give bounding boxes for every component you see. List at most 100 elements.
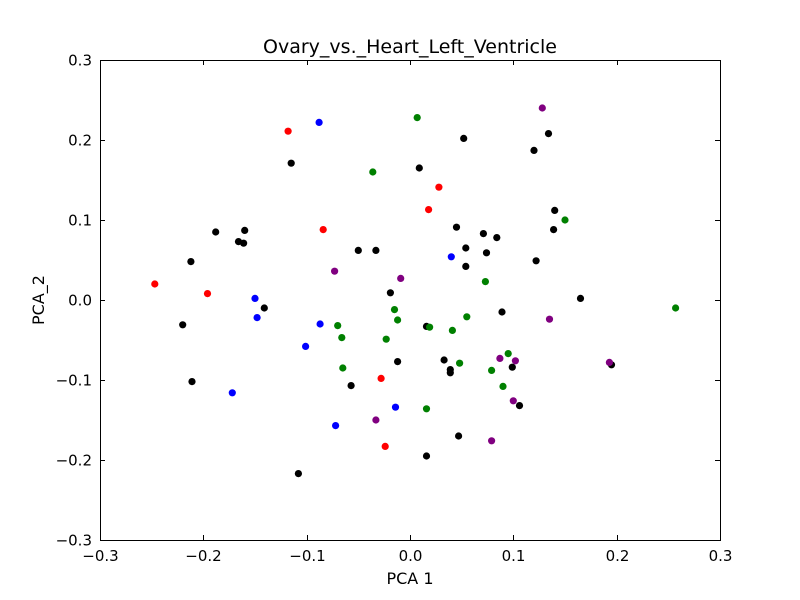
data-point [509, 397, 517, 405]
data-point [422, 405, 431, 413]
data-point [515, 402, 524, 410]
data-point [315, 118, 323, 126]
data-point [287, 159, 295, 167]
data-point [347, 382, 355, 390]
data-point [530, 146, 538, 154]
y-tick-label: −0.2 [56, 452, 92, 470]
data-point [302, 342, 310, 350]
data-point [212, 228, 220, 236]
data-point [488, 366, 496, 374]
data-point [386, 289, 394, 297]
x-tick-label: −0.1 [289, 547, 325, 565]
data-point [576, 294, 585, 302]
chart-title: Ovary_vs._Heart_Left_Ventricle [263, 36, 557, 58]
data-point [284, 127, 292, 135]
data-point [463, 313, 471, 321]
data-point [462, 244, 470, 252]
data-point [511, 357, 519, 365]
data-point [481, 278, 489, 286]
data-points [151, 104, 680, 478]
data-point [446, 369, 454, 377]
data-point [151, 280, 159, 288]
y-tick-label: 0.0 [68, 292, 92, 310]
y-tick-label: −0.3 [56, 532, 92, 550]
data-point [448, 326, 456, 334]
data-point [334, 322, 342, 330]
data-point [241, 226, 249, 234]
data-point [488, 437, 496, 445]
data-point [561, 216, 569, 224]
data-point [425, 206, 433, 214]
data-point [369, 168, 377, 176]
data-point [332, 422, 340, 430]
data-point [508, 363, 516, 371]
data-point [251, 294, 259, 302]
data-point [187, 258, 195, 266]
data-point [413, 114, 421, 122]
data-point [253, 314, 261, 322]
data-point [338, 334, 346, 342]
data-point [394, 358, 402, 366]
data-point [381, 442, 389, 450]
data-point [493, 234, 501, 242]
data-point [294, 470, 302, 478]
data-point [391, 403, 400, 411]
data-point [316, 320, 324, 328]
data-point [339, 364, 347, 372]
x-tick-label: −0.2 [185, 547, 221, 565]
data-point [550, 226, 558, 234]
data-point [397, 274, 405, 282]
data-point [188, 378, 196, 386]
data-point [456, 359, 464, 367]
data-point [462, 262, 470, 270]
data-point [455, 432, 463, 440]
data-point [394, 316, 402, 324]
x-tick-label: 0.3 [709, 547, 733, 565]
data-point [426, 323, 434, 331]
y-tick-label: −0.1 [56, 372, 92, 390]
x-tick-label: 0.1 [502, 547, 526, 565]
data-point [372, 416, 380, 424]
data-point [390, 306, 399, 314]
x-tick-label: 0.0 [399, 547, 423, 565]
data-point [499, 382, 507, 390]
data-point [532, 257, 540, 265]
data-point [460, 134, 468, 142]
data-point [551, 206, 559, 214]
data-point [372, 246, 380, 254]
data-point [545, 315, 554, 323]
data-point [605, 358, 614, 366]
data-point [331, 267, 339, 275]
data-point [538, 104, 546, 112]
plot-frame [100, 60, 721, 541]
data-point [435, 183, 443, 191]
data-point [240, 239, 248, 247]
x-tick-label: −0.3 [82, 547, 118, 565]
data-point [504, 350, 512, 358]
data-point [228, 389, 236, 397]
data-point [452, 223, 461, 231]
data-point [544, 130, 553, 138]
data-point [179, 321, 187, 329]
data-point [482, 249, 491, 257]
data-point [447, 253, 455, 261]
data-point [479, 230, 487, 238]
data-point [203, 290, 212, 298]
y-tick-label: 0.3 [68, 52, 92, 70]
data-point [354, 246, 362, 254]
x-tick-label: 0.2 [606, 547, 630, 565]
plot-area [100, 60, 720, 540]
y-axis-label: PCA_2 [29, 275, 49, 325]
data-point [319, 226, 327, 234]
y-tick-label: 0.1 [68, 212, 92, 230]
data-point [498, 308, 506, 316]
data-point [422, 452, 431, 460]
data-point [496, 354, 504, 362]
tick-labels: −0.3 −0.2 −0.1 0.0 0.1 0.2 0.3 −0.3 −0.2 −0.1 0.0 0… [56, 52, 733, 566]
x-axis-label: PCA 1 [386, 569, 433, 588]
data-point [382, 335, 390, 343]
data-point [440, 356, 448, 364]
y-tick-label: 0.2 [68, 132, 92, 150]
data-point [377, 374, 385, 382]
